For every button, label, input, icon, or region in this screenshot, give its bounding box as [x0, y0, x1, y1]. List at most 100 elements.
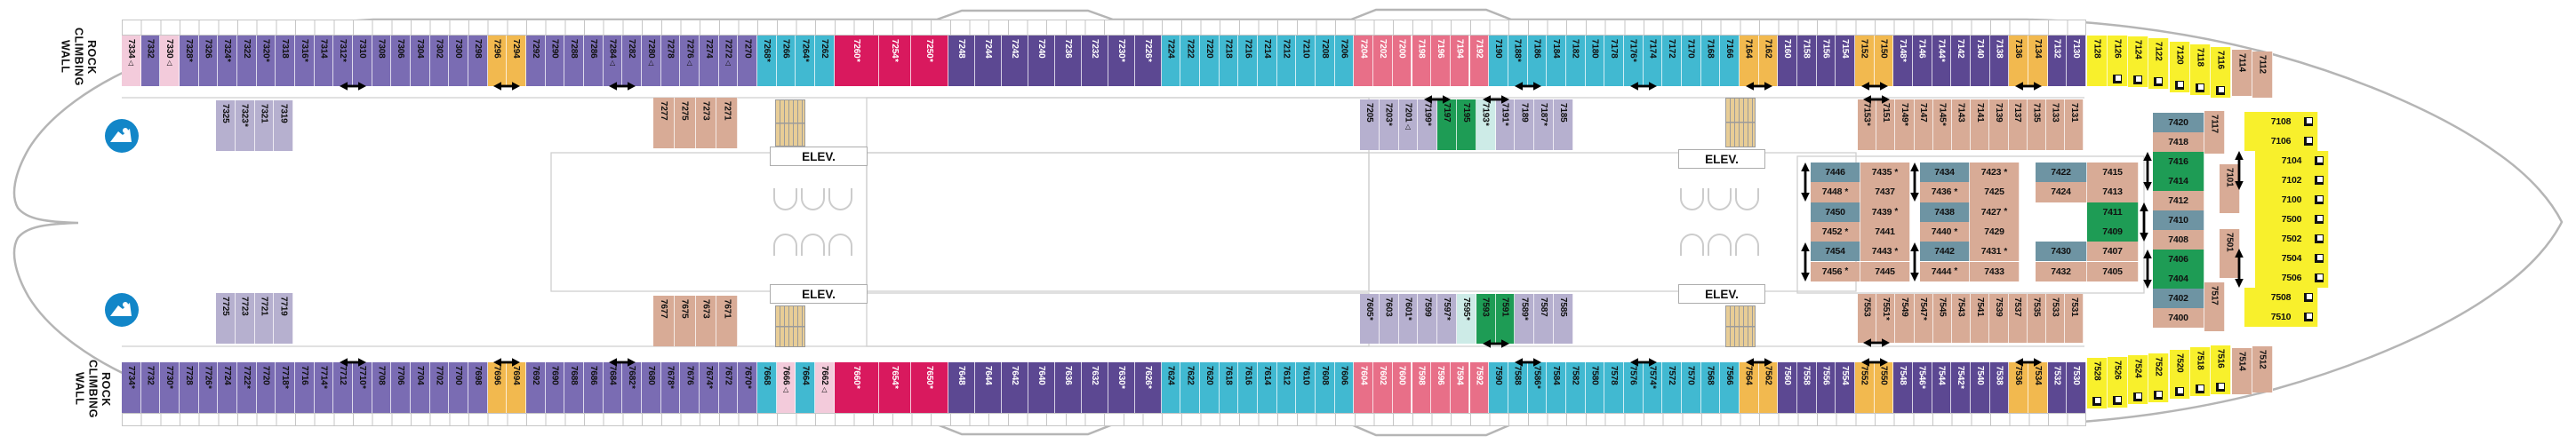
cabin-7572: 7572 [1662, 362, 1682, 413]
balcony-icon [2113, 75, 2122, 83]
cabin-7650: 7650 * [910, 362, 948, 413]
cabin-7590: 7590 [1489, 362, 1508, 413]
cabin-7268: 7268 * [757, 36, 777, 86]
cabin-7324: 7324 * [218, 36, 237, 86]
cabin-7114: 7114 [2232, 50, 2252, 96]
balcony-icon [2315, 254, 2324, 263]
cabin-7422: 7422 [2036, 163, 2087, 183]
cabin-7147: 7147 [1914, 99, 1933, 150]
cabin-7433: 7433 [1970, 261, 2020, 281]
cabin-7538: 7538 [1989, 362, 2010, 413]
balcony-icon [2304, 313, 2313, 321]
balcony-icon [2113, 396, 2122, 405]
connecting-door-arrow [1514, 357, 1541, 368]
cabin-7728: 7728 [180, 362, 199, 413]
cabin-7430: 7430 [2036, 242, 2087, 262]
cabin-7440: 7440 * [1920, 221, 1970, 242]
cabin-7640: 7640 [1028, 362, 1055, 413]
cabin-7531: 7531 [2065, 294, 2084, 343]
cabin-7272: 7272 △ [718, 36, 739, 86]
cabin-7170: 7170 [1681, 36, 1701, 86]
cabin-7418: 7418 [2153, 132, 2204, 152]
cabin-7120: 7120 [2170, 42, 2190, 92]
balcony-icon [2133, 75, 2142, 84]
cabin-7319: 7319 [274, 100, 294, 151]
cabin-7672: 7672 [718, 362, 739, 413]
cabin-7230: 7230 * [1108, 36, 1135, 86]
cabin-7439: 7439 * [1860, 202, 1910, 222]
cabin-7415: 7415 [2087, 163, 2139, 183]
cabin-7551: 7551 * [1876, 294, 1896, 343]
cabin-7542: 7542 * [1951, 362, 1971, 413]
rock-climbing-icon [105, 293, 139, 327]
cabin-7524: 7524 [2128, 355, 2148, 404]
cabin-7280: 7280 △ [642, 36, 661, 86]
cabin-7321: 7321 [254, 100, 275, 151]
rock-climbing-wall-label-top: ROCK CLIMBING WALL [59, 28, 99, 86]
arch-shapes [1680, 188, 1759, 210]
cabin-7533: 7533 [2046, 294, 2066, 343]
cabin-7677: 7677 [653, 296, 675, 346]
cabin-7117: 7117 [2204, 111, 2225, 154]
cabin-7444: 7444 * [1920, 261, 1970, 281]
connecting-door-arrow [1629, 81, 1657, 91]
cabin-7420: 7420 [2153, 113, 2204, 132]
cabin-7112: 7112 [2252, 52, 2273, 98]
cabin-7409: 7409 [2087, 221, 2139, 242]
cabin-7624: 7624 [1161, 362, 1181, 413]
cabin-7562: 7562 [1758, 362, 1779, 413]
cabin-7264: 7264 * [796, 36, 816, 86]
connecting-door-arrow [2139, 202, 2149, 242]
cabin-7714: 7714 * [314, 362, 334, 413]
cabin-7282: 7282 [622, 36, 643, 86]
connecting-door-arrow [1514, 81, 1541, 91]
cabin-7296: 7296 [487, 36, 508, 86]
cabin-7226: 7226 * [1134, 36, 1162, 86]
cabin-7550: 7550 [1874, 362, 1894, 413]
cabin-7178: 7178 [1604, 36, 1624, 86]
balcony-icon [2216, 383, 2225, 392]
cabin-7725: 7725 [216, 293, 236, 344]
cabin-7266: 7266 [776, 36, 796, 86]
balcony-icon [2175, 387, 2184, 396]
stairs-icon [1725, 305, 1756, 347]
cabin-7185: 7185 [1554, 99, 1573, 150]
cabin-7320: 7320 * [256, 36, 276, 86]
balcony-icon [2216, 86, 2225, 95]
cabin-7144: 7144 * [1932, 36, 1952, 86]
cabin-7586: 7586 * [1527, 362, 1548, 413]
cabin-7140: 7140 [1970, 36, 1990, 86]
cabin-7554: 7554 [1836, 362, 1855, 413]
cabin-7560: 7560 [1778, 362, 1797, 413]
cabin-7704: 7704 [411, 362, 430, 413]
cabin-7411: 7411 [2087, 202, 2139, 222]
cabin-7648: 7648 [948, 362, 975, 413]
cabin-7605: 7605 * [1360, 294, 1380, 344]
connecting-door-arrow [2142, 250, 2153, 289]
cabin-7182: 7182 [1565, 36, 1586, 86]
cabin-7195: 7195 [1457, 99, 1476, 150]
cabin-7666: 7666 △ [776, 362, 796, 413]
cabin-7530: 7530 [2067, 362, 2086, 413]
cabin-7148: 7148 * [1893, 36, 1913, 86]
cabin-7450: 7450 [1811, 202, 1860, 222]
cabin-7566: 7566 [1720, 362, 1740, 413]
cabin-7434: 7434 [1920, 163, 1970, 183]
cabin-7601: 7601 * [1398, 294, 1419, 344]
connecting-door-arrow [493, 81, 521, 91]
cabin-7133: 7133 [2046, 99, 2066, 150]
cabin-7405: 7405 [2087, 261, 2139, 281]
cabin-7122: 7122 [2148, 38, 2169, 89]
cabin-7130: 7130 [2067, 36, 2086, 86]
cabin-7184: 7184 [1547, 36, 1566, 86]
cabin-7205: 7205 [1360, 99, 1380, 150]
connecting-door-arrow [609, 357, 636, 368]
cabin-7277: 7277 [653, 98, 675, 148]
cabin-7143: 7143 [1952, 99, 1972, 150]
cabin-7128: 7128 [2087, 36, 2108, 86]
balcony-icon [2133, 392, 2142, 401]
stairs-icon [1725, 98, 1756, 147]
cabin-7166: 7166 [1720, 36, 1740, 86]
cabin-7236: 7236 [1054, 36, 1082, 86]
